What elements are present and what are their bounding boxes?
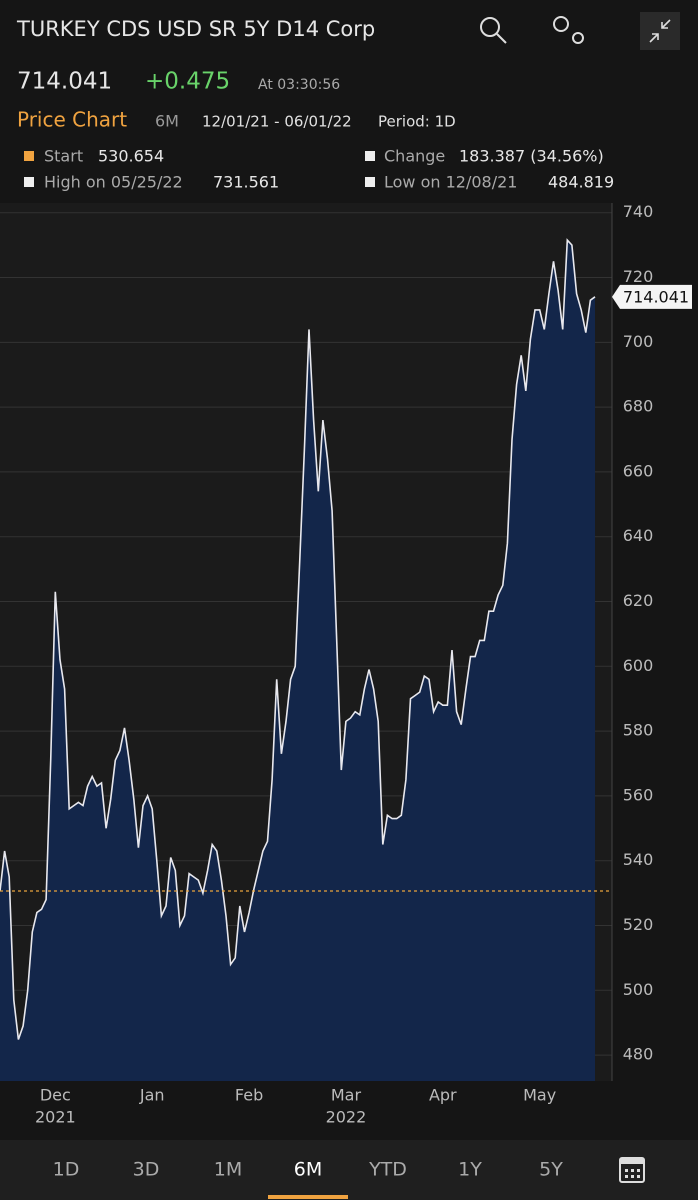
- y-tick-label: 660: [623, 461, 654, 480]
- stat-value: 731.561: [213, 173, 279, 192]
- x-tick-label: Dec: [40, 1086, 71, 1105]
- tab[interactable]: 1D: [53, 1159, 80, 1181]
- tab[interactable]: 5Y: [539, 1159, 563, 1181]
- last-value-box: [612, 284, 692, 309]
- stat-value: 530.654: [98, 147, 164, 166]
- y-tick-label: 500: [623, 980, 654, 999]
- stat-label: Change: [384, 147, 445, 166]
- settings-icon[interactable]: [553, 16, 584, 44]
- stat-label: Start: [44, 147, 83, 166]
- tab[interactable]: 6M: [294, 1159, 322, 1181]
- collapse-icon[interactable]: [640, 12, 680, 50]
- y-tick-label: 540: [623, 850, 654, 869]
- y-tick-label: 640: [623, 526, 654, 545]
- y-tick-label: 740: [623, 202, 654, 221]
- x-year-label: 2022: [326, 1108, 367, 1127]
- period: Period: 1D: [378, 113, 456, 131]
- stat-label: Low on 12/08/21: [384, 173, 517, 192]
- last-value-label: 714.041: [623, 287, 689, 306]
- stat-value: 183.387 (34.56%): [459, 147, 604, 166]
- area: [0, 240, 595, 1082]
- y-tick-label: 620: [623, 591, 654, 610]
- time: At 03:30:56: [258, 77, 340, 93]
- line: [0, 238, 596, 1040]
- x-tick-label: Jan: [139, 1086, 165, 1105]
- low-swatch: [365, 177, 375, 187]
- chart: 4805005205405605806006206406606807007207…: [0, 202, 692, 1127]
- tab[interactable]: 1Y: [458, 1159, 482, 1181]
- price-chart-label: Price Chart: [17, 108, 127, 132]
- y-tick-label: 600: [623, 656, 654, 675]
- dates: 12/01/21 - 06/01/22: [202, 113, 352, 131]
- x-tick-label: May: [523, 1086, 556, 1105]
- price-change: +0.475: [145, 69, 230, 95]
- x-year-label: 2021: [35, 1108, 76, 1127]
- tab[interactable]: 3D: [133, 1159, 160, 1181]
- tab-bar: [0, 1140, 698, 1200]
- y-tick-label: 720: [623, 267, 654, 286]
- x-tick-label: Mar: [331, 1086, 362, 1105]
- y-tick-label: 520: [623, 915, 654, 934]
- y-tick-label: 680: [623, 397, 654, 416]
- tabs: 1D 3D 1M 6M YTD 1Y 5Y: [53, 1159, 563, 1199]
- y-tick-label: 580: [623, 721, 654, 740]
- change-swatch: [365, 151, 375, 161]
- stat-label: High on 05/25/22: [44, 173, 183, 192]
- x-tick-label: Feb: [235, 1086, 263, 1105]
- tab[interactable]: YTD: [368, 1159, 407, 1181]
- stat-value: 484.819: [548, 173, 614, 192]
- x-tick-label: Apr: [429, 1086, 457, 1105]
- range: 6M: [155, 112, 179, 131]
- price: 714.041: [17, 69, 112, 95]
- search-icon[interactable]: [480, 17, 507, 44]
- tab-indicator: [268, 1195, 348, 1199]
- y-tick-label: 560: [623, 785, 654, 804]
- start-swatch: [24, 151, 34, 161]
- high-swatch: [24, 177, 34, 187]
- tab[interactable]: 1M: [214, 1159, 242, 1181]
- y-tick-label: 480: [623, 1045, 654, 1064]
- calendar-icon[interactable]: [619, 1157, 645, 1183]
- title: TURKEY CDS USD SR 5Y D14 Corp: [16, 17, 375, 41]
- y-tick-label: 700: [623, 332, 654, 351]
